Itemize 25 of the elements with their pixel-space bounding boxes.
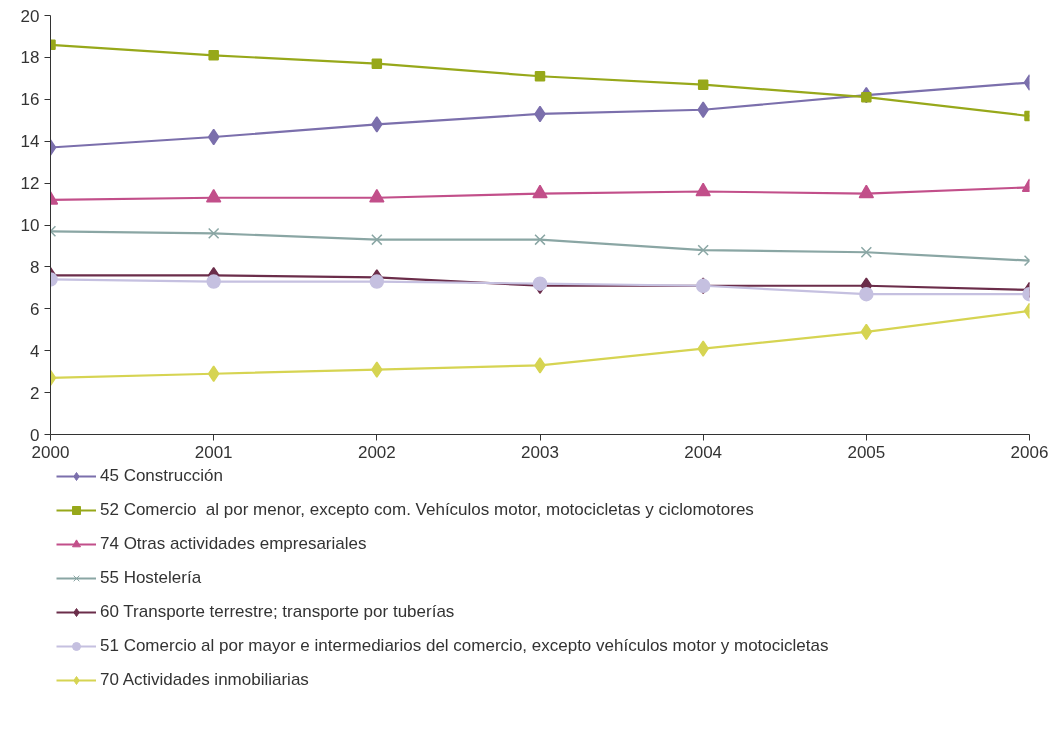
legend-label: 51 Comercio al por mayor e intermediarios del comercio, excepto vehículos motor y motocicletas [100, 636, 829, 656]
y-tick-label: 14 [20, 132, 40, 152]
y-tick-label: 6 [30, 299, 40, 319]
legend-label: 70 Actividades inmobiliarias [100, 670, 309, 690]
x-tick-label: 2003 [521, 442, 559, 462]
y-tick-label: 16 [20, 90, 40, 110]
x-tick-label: 2000 [31, 442, 70, 462]
legend-label: 55 Hostelería [100, 568, 202, 588]
legend-label: 74 Otras actividades empresariales [100, 534, 367, 554]
x-tick-label: 2004 [684, 442, 723, 462]
y-tick-label: 4 [30, 341, 40, 361]
x-tick-label: 2006 [1010, 442, 1049, 462]
legend-label: 52 Comercio al por menor, excepto com. Vehículos motor, motocicletas y ciclomotores [100, 500, 754, 520]
y-tick-label: 18 [20, 48, 40, 68]
y-tick-label: 20 [20, 6, 40, 26]
y-tick-label: 0 [30, 425, 40, 445]
y-tick-label: 10 [20, 216, 40, 235]
y-tick-label: 8 [30, 257, 40, 277]
x-tick-label: 2005 [847, 442, 886, 462]
y-tick-label: 12 [20, 174, 40, 194]
y-tick-label: 2 [30, 383, 40, 403]
x-tick-label: 2001 [194, 442, 233, 462]
legend-label: 45 Construcción [100, 466, 223, 486]
x-tick-label: 2002 [357, 442, 396, 462]
legend-label: 60 Transporte terrestre; transporte por tuberías [100, 602, 455, 622]
